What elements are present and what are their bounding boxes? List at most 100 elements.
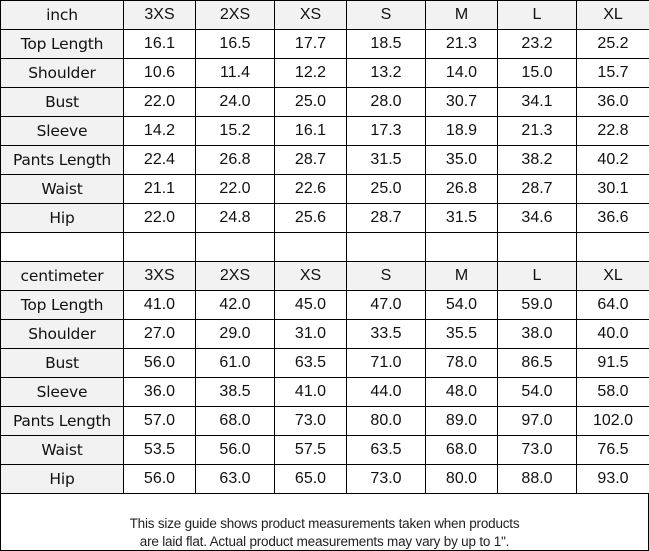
measurement-value: 13.2 xyxy=(346,58,426,88)
measurement-value: 64.0 xyxy=(576,290,649,320)
measurement-label: Sleeve xyxy=(0,116,124,146)
measurement-value: 31.5 xyxy=(346,145,426,175)
empty-cell xyxy=(123,232,196,262)
measurement-value: 54.0 xyxy=(425,290,498,320)
measurement-value: 14.2 xyxy=(123,116,196,146)
measurement-value: 78.0 xyxy=(425,348,498,378)
measurement-value: 68.0 xyxy=(425,435,498,465)
table-row: Waist 53.5 56.0 57.5 63.5 68.0 73.0 76.5 xyxy=(0,435,649,465)
measurement-label: Shoulder xyxy=(0,58,124,88)
measurement-value: 22.6 xyxy=(274,174,347,204)
measurement-value: 40.2 xyxy=(576,145,649,175)
measurement-value: 16.1 xyxy=(274,116,347,146)
measurement-value: 22.8 xyxy=(576,116,649,146)
measurement-value: 33.5 xyxy=(346,319,426,349)
measurement-value: 56.0 xyxy=(195,435,275,465)
measurement-value: 73.0 xyxy=(346,464,426,494)
measurement-value: 36.0 xyxy=(576,87,649,117)
empty-cell xyxy=(274,232,347,262)
size-header: XS xyxy=(274,261,347,291)
measurement-value: 61.0 xyxy=(195,348,275,378)
measurement-value: 57.5 xyxy=(274,435,347,465)
measurement-value: 56.0 xyxy=(123,464,196,494)
measurement-value: 45.0 xyxy=(274,290,347,320)
size-header: M xyxy=(425,0,498,30)
measurement-label: Pants Length xyxy=(0,406,124,436)
table-row: Sleeve 36.0 38.5 41.0 44.0 48.0 54.0 58.0 xyxy=(0,377,649,407)
measurement-value: 53.5 xyxy=(123,435,196,465)
measurement-value: 12.2 xyxy=(274,58,347,88)
measurement-value: 35.0 xyxy=(425,145,498,175)
measurement-value: 23.2 xyxy=(497,29,577,59)
table-row: Pants Length 22.4 26.8 28.7 31.5 35.0 38.2 40.2 xyxy=(0,145,649,175)
measurement-label: Pants Length xyxy=(0,145,124,175)
size-header: XS xyxy=(274,0,347,30)
size-header: L xyxy=(497,0,577,30)
measurement-value: 27.0 xyxy=(123,319,196,349)
measurement-value: 25.2 xyxy=(576,29,649,59)
measurement-value: 30.7 xyxy=(425,87,498,117)
measurement-value: 68.0 xyxy=(195,406,275,436)
measurement-label: Top Length xyxy=(0,29,124,59)
table-row: Hip 56.0 63.0 65.0 73.0 80.0 88.0 93.0 xyxy=(0,464,649,494)
header-row: centimeter 3XS 2XS XS S M L XL xyxy=(0,261,649,291)
measurement-value: 76.5 xyxy=(576,435,649,465)
measurement-value: 24.8 xyxy=(195,203,275,233)
measurement-value: 63.5 xyxy=(346,435,426,465)
measurement-value: 65.0 xyxy=(274,464,347,494)
measurement-value: 28.7 xyxy=(346,203,426,233)
measurement-value: 35.5 xyxy=(425,319,498,349)
measurement-value: 31.0 xyxy=(274,319,347,349)
table-row: Bust 56.0 61.0 63.5 71.0 78.0 86.5 91.5 xyxy=(0,348,649,378)
measurement-label: Waist xyxy=(0,174,124,204)
table-row: Shoulder 10.6 11.4 12.2 13.2 14.0 15.0 15.7 xyxy=(0,58,649,88)
measurement-value: 29.0 xyxy=(195,319,275,349)
measurement-value: 21.3 xyxy=(497,116,577,146)
measurement-value: 38.5 xyxy=(195,377,275,407)
measurement-value: 44.0 xyxy=(346,377,426,407)
size-header: XL xyxy=(576,261,649,291)
note-line-1: This size guide shows product measuremen… xyxy=(129,516,520,531)
measurement-value: 18.9 xyxy=(425,116,498,146)
measurement-label: Bust xyxy=(0,348,124,378)
measurement-label: Hip xyxy=(0,203,124,233)
measurement-value: 24.0 xyxy=(195,87,275,117)
measurement-value: 15.7 xyxy=(576,58,649,88)
measurement-value: 41.0 xyxy=(123,290,196,320)
measurement-value: 63.5 xyxy=(274,348,347,378)
measurement-value: 89.0 xyxy=(425,406,498,436)
empty-cell xyxy=(425,232,498,262)
measurement-value: 73.0 xyxy=(497,435,577,465)
measurement-value: 97.0 xyxy=(497,406,577,436)
measurement-value: 16.1 xyxy=(123,29,196,59)
measurement-label: Bust xyxy=(0,87,124,117)
measurement-value: 22.4 xyxy=(123,145,196,175)
measurement-value: 28.7 xyxy=(497,174,577,204)
measurement-label: Shoulder xyxy=(0,319,124,349)
size-header: M xyxy=(425,261,498,291)
empty-cell xyxy=(497,232,577,262)
measurement-value: 25.0 xyxy=(346,174,426,204)
table-row: Top Length 16.1 16.5 17.7 18.5 21.3 23.2 25.2 xyxy=(0,29,649,59)
measurement-value: 10.6 xyxy=(123,58,196,88)
measurement-value: 30.1 xyxy=(576,174,649,204)
spacer-row xyxy=(0,232,649,262)
size-header: S xyxy=(346,0,426,30)
measurement-value: 93.0 xyxy=(576,464,649,494)
measurement-value: 47.0 xyxy=(346,290,426,320)
measurement-value: 26.8 xyxy=(195,145,275,175)
header-row: inch 3XS 2XS XS S M L XL xyxy=(0,0,649,30)
measurement-value: 102.0 xyxy=(576,406,649,436)
size-header: 2XS xyxy=(195,0,275,30)
empty-cell xyxy=(0,232,124,262)
measurement-value: 36.0 xyxy=(123,377,196,407)
measurement-value: 16.5 xyxy=(195,29,275,59)
size-guide-note: This size guide shows product measuremen… xyxy=(0,493,649,551)
table-row: Waist 21.1 22.0 22.6 25.0 26.8 28.7 30.1 xyxy=(0,174,649,204)
measurement-value: 17.3 xyxy=(346,116,426,146)
measurement-value: 34.1 xyxy=(497,87,577,117)
measurement-value: 22.0 xyxy=(195,174,275,204)
measurement-value: 28.7 xyxy=(274,145,347,175)
measurement-value: 80.0 xyxy=(425,464,498,494)
measurement-value: 58.0 xyxy=(576,377,649,407)
